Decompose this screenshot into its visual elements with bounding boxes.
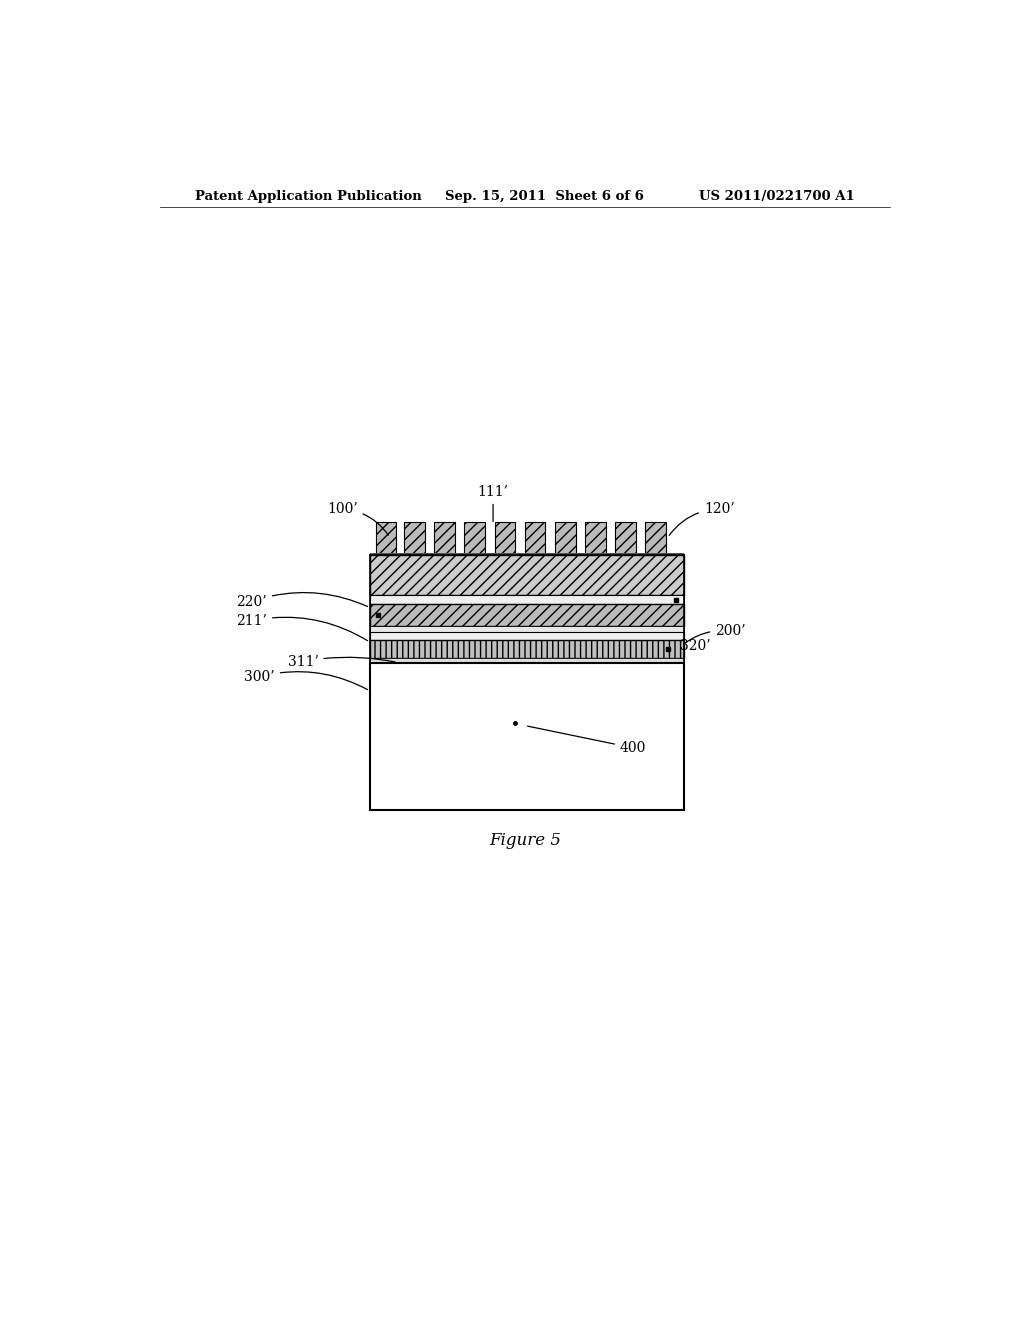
Text: 200’: 200’ bbox=[686, 624, 745, 643]
Bar bbox=[585, 523, 606, 554]
Bar bbox=[645, 523, 666, 554]
Text: Sep. 15, 2011  Sheet 6 of 6: Sep. 15, 2011 Sheet 6 of 6 bbox=[445, 190, 644, 202]
Text: US 2011/0221700 A1: US 2011/0221700 A1 bbox=[699, 190, 855, 202]
Text: 211’: 211’ bbox=[236, 614, 368, 640]
Bar bbox=[376, 523, 396, 554]
Bar bbox=[465, 523, 485, 554]
Bar bbox=[370, 659, 684, 663]
Bar bbox=[370, 663, 684, 810]
Bar bbox=[555, 523, 575, 554]
Text: 220’: 220’ bbox=[237, 593, 368, 609]
Bar bbox=[370, 632, 684, 640]
Bar bbox=[370, 640, 684, 659]
Text: 100’: 100’ bbox=[327, 502, 388, 535]
Bar bbox=[370, 626, 684, 632]
Text: Patent Application Publication: Patent Application Publication bbox=[196, 190, 422, 202]
Bar bbox=[370, 553, 684, 554]
Text: 300’: 300’ bbox=[244, 669, 368, 689]
Bar bbox=[370, 595, 684, 603]
Text: 320’: 320’ bbox=[680, 639, 711, 659]
Bar bbox=[615, 523, 636, 554]
Bar bbox=[404, 523, 425, 554]
Text: 120’: 120’ bbox=[670, 502, 734, 535]
Bar bbox=[495, 523, 515, 554]
Text: Figure 5: Figure 5 bbox=[488, 832, 561, 849]
Bar bbox=[370, 603, 684, 626]
Bar bbox=[434, 523, 455, 554]
Text: 111’: 111’ bbox=[477, 484, 509, 521]
Text: 311’: 311’ bbox=[288, 655, 395, 668]
Bar bbox=[370, 554, 684, 595]
Bar bbox=[524, 523, 546, 554]
Text: 400: 400 bbox=[527, 726, 646, 755]
